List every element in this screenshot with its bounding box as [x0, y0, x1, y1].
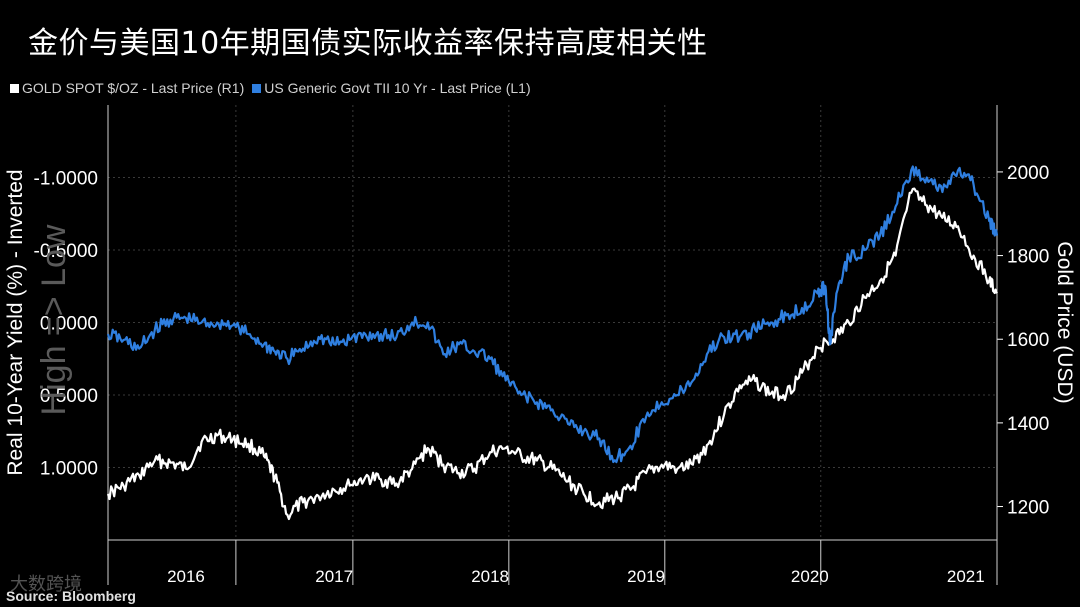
watermark: 大数跨境: [10, 574, 82, 595]
right-tick-label: 1800: [1007, 247, 1049, 268]
source-note: Source: Bloomberg: [6, 588, 136, 604]
right-tick-label: 1200: [1007, 498, 1049, 519]
inverted-axis-annotation: High => Low: [35, 224, 73, 415]
x-year-label: 2017: [315, 567, 353, 586]
right-tick-label: 2000: [1007, 163, 1049, 184]
left-tick-label: -1.0000: [34, 169, 98, 190]
right-axis-title: Gold Price (USD): [1053, 241, 1076, 403]
legend-item-gold: GOLD SPOT $/OZ - Last Price (R1): [10, 80, 244, 96]
x-year-label: 2016: [167, 567, 205, 586]
legend-label-tips: US Generic Govt TII 10 Yr - Last Price (…: [264, 80, 531, 96]
legend-swatch-tips: [252, 83, 262, 93]
left-tick-label: 0.5000: [40, 386, 98, 407]
right-tick-label: 1400: [1007, 414, 1049, 435]
x-year-label: 2021: [947, 567, 985, 586]
left-tick-label: -0.5000: [34, 241, 98, 262]
legend-swatch-gold: [10, 83, 19, 93]
chart-title: 金价与美国10年期国债实际收益率保持高度相关性: [28, 26, 708, 61]
legend: GOLD SPOT $/OZ - Last Price (R1) US Gene…: [10, 80, 531, 96]
left-axis-title: Real 10-Year Yield (%) - Inverted: [4, 169, 27, 475]
series-line-tips-yield: [106, 165, 999, 464]
left-tick-label: 1.0000: [40, 459, 98, 480]
x-year-label: 2018: [471, 567, 509, 586]
x-year-label: 2020: [791, 567, 829, 586]
right-tick-label: 1600: [1007, 330, 1049, 351]
legend-label-gold: GOLD SPOT $/OZ - Last Price (R1): [22, 80, 245, 96]
x-year-label: 2019: [627, 567, 665, 586]
left-tick-label: 0.0000: [40, 314, 98, 335]
legend-item-tips: US Generic Govt TII 10 Yr - Last Price (…: [252, 80, 531, 96]
series-line-gold: [106, 187, 998, 521]
